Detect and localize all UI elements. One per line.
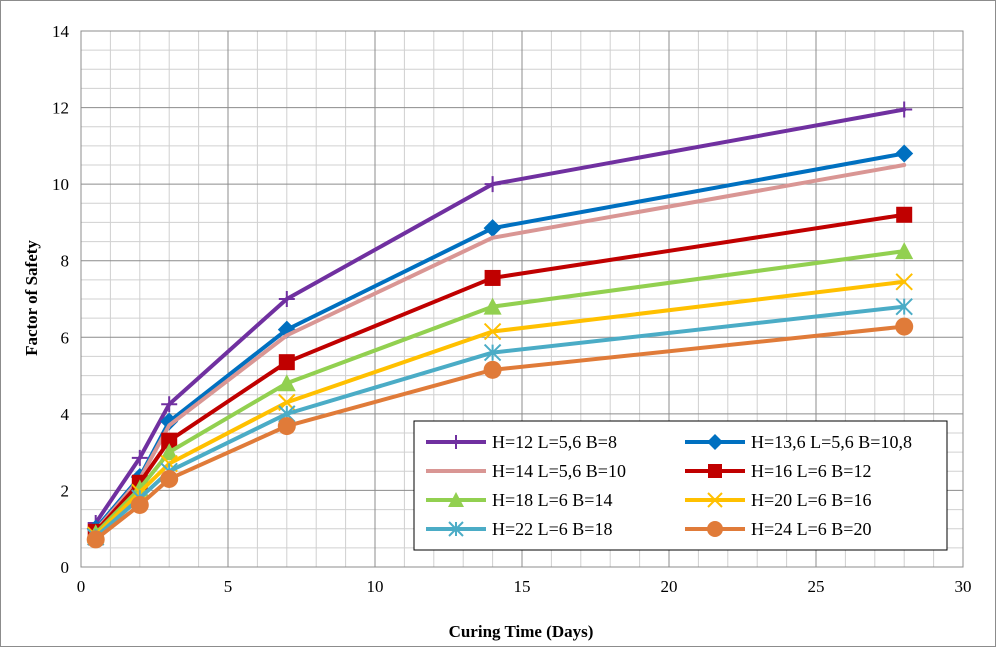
y-tick-label: 10 <box>52 175 69 194</box>
data-point-asterisk <box>448 521 464 537</box>
data-point-circle <box>130 495 149 514</box>
series-8 <box>86 317 914 549</box>
series-line <box>93 107 907 525</box>
legend-item: H=12 L=5,6 B=8 <box>426 432 617 452</box>
legend-label: H=22 L=6 B=18 <box>492 519 612 539</box>
data-point-square <box>896 206 913 223</box>
data-point-circle <box>707 521 723 537</box>
data-point-diamond <box>707 434 723 450</box>
data-point-plus <box>161 396 178 413</box>
data-point-plus <box>449 435 463 449</box>
x-tick-label: 5 <box>224 577 233 596</box>
x-tick-label: 0 <box>77 577 86 596</box>
data-point-triangle <box>160 443 179 461</box>
data-point-plus <box>131 449 148 466</box>
legend-item: H=24 L=6 B=20 <box>685 519 871 539</box>
y-tick-label: 14 <box>52 22 70 41</box>
legend-item: H=14 L=5,6 B=10 <box>426 461 626 481</box>
x-tick-label: 30 <box>955 577 972 596</box>
data-point-square <box>484 269 501 286</box>
legend-box <box>413 420 948 551</box>
y-tick-label: 0 <box>61 558 70 577</box>
legend-label: H=13,6 L=5,6 B=10,8 <box>751 432 912 452</box>
legend: H=12 L=5,6 B=8 H=13,6 L=5,6 B=10,8 H=14 L=… <box>413 420 948 551</box>
legend-item: H=22 L=6 B=18 <box>426 519 612 539</box>
data-point-circle <box>277 417 296 436</box>
data-point-circle <box>483 360 502 379</box>
data-point-asterisk <box>483 343 502 362</box>
data-point-x <box>707 492 723 508</box>
y-tick-label: 2 <box>61 481 70 500</box>
y-tick-label: 6 <box>61 328 70 347</box>
series-lines <box>86 101 914 549</box>
series-line <box>93 324 907 542</box>
data-point-diamond <box>160 412 179 431</box>
data-point-triangle <box>483 297 502 315</box>
data-point-circle <box>86 530 105 549</box>
data-point-square <box>278 354 295 371</box>
data-point-triangle <box>277 374 296 392</box>
x-tick-label: 10 <box>367 577 384 596</box>
x-tick-label: 20 <box>661 577 678 596</box>
data-point-square <box>161 432 178 449</box>
data-point-plus <box>278 291 295 307</box>
data-point-asterisk <box>895 297 913 316</box>
legend-item: H=13,6 L=5,6 B=10,8 <box>685 432 912 452</box>
x-tick-label: 25 <box>808 577 825 596</box>
x-tick-label: 15 <box>514 577 531 596</box>
data-point-diamond <box>895 144 914 163</box>
legend-label: H=16 L=6 B=12 <box>751 461 871 481</box>
data-point-diamond <box>483 219 502 238</box>
legend-label: H=20 L=6 B=16 <box>751 490 871 510</box>
data-point-square <box>708 464 722 478</box>
legend-item: H=16 L=6 B=12 <box>685 461 871 481</box>
data-point-circle <box>895 317 914 336</box>
y-tick-label: 8 <box>61 252 70 271</box>
series-1 <box>87 101 913 531</box>
data-point-x <box>483 322 502 341</box>
axes: 0 5 10 15 20 25 30 0 2 4 6 8 10 12 14 <box>52 22 972 596</box>
legend-item: H=20 L=6 B=16 <box>685 490 871 510</box>
y-tick-label: 4 <box>61 405 70 424</box>
legend-label: H=12 L=5,6 B=8 <box>492 432 617 452</box>
legend-label: H=14 L=5,6 B=10 <box>492 461 626 481</box>
y-tick-label: 12 <box>52 99 69 118</box>
data-point-plus <box>896 101 913 118</box>
plot-area-border <box>80 30 964 568</box>
data-point-circle <box>160 469 179 488</box>
legend-item: H=18 L=6 B=14 <box>426 490 612 510</box>
data-point-triangle <box>895 242 914 260</box>
data-point-triangle <box>448 492 464 507</box>
legend-label: H=18 L=6 B=14 <box>492 490 612 510</box>
data-point-x <box>895 273 913 291</box>
data-point-plus <box>484 176 501 193</box>
y-axis-title: Factor of Safety <box>22 240 41 356</box>
legend-label: H=24 L=6 B=20 <box>751 519 871 539</box>
x-axis-title: Curing Time (Days) <box>449 622 594 641</box>
